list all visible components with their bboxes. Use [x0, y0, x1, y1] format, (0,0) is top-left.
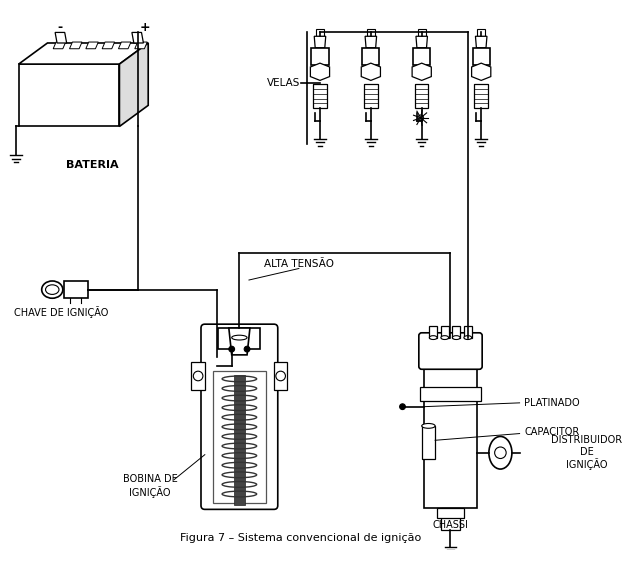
Polygon shape — [311, 63, 329, 80]
Text: +: + — [140, 21, 151, 34]
Circle shape — [399, 404, 406, 410]
Bar — [474, 84, 488, 108]
Text: CHASSI: CHASSI — [432, 519, 468, 530]
Text: BATERIA: BATERIA — [66, 160, 119, 170]
Circle shape — [229, 346, 234, 352]
Ellipse shape — [429, 335, 437, 339]
Polygon shape — [476, 36, 487, 48]
Text: CHAVE DE IGNIÇÃO: CHAVE DE IGNIÇÃO — [14, 306, 108, 318]
FancyBboxPatch shape — [419, 333, 482, 369]
Polygon shape — [19, 64, 119, 126]
Circle shape — [494, 447, 506, 458]
Polygon shape — [412, 63, 431, 80]
Circle shape — [193, 371, 203, 381]
Ellipse shape — [441, 335, 449, 339]
Text: PLATINADO: PLATINADO — [524, 398, 580, 408]
Bar — [313, 84, 327, 108]
FancyBboxPatch shape — [201, 324, 278, 509]
Text: -: - — [58, 21, 63, 34]
Bar — [478, 29, 485, 36]
Polygon shape — [416, 36, 428, 48]
Bar — [472, 48, 490, 65]
Bar — [424, 335, 478, 508]
Polygon shape — [132, 33, 143, 43]
Ellipse shape — [489, 436, 512, 469]
Bar — [452, 326, 460, 338]
Text: CAPACITOR: CAPACITOR — [524, 427, 579, 436]
Text: Figura 7 – Sistema convencional de ignição: Figura 7 – Sistema convencional de igniç… — [180, 533, 421, 543]
Ellipse shape — [464, 335, 472, 339]
Ellipse shape — [42, 281, 62, 298]
Polygon shape — [69, 42, 82, 49]
Text: VELAS: VELAS — [268, 79, 301, 88]
Polygon shape — [472, 63, 491, 80]
Polygon shape — [55, 33, 67, 43]
Bar — [418, 29, 426, 36]
Polygon shape — [119, 43, 148, 126]
Bar — [422, 426, 435, 459]
Polygon shape — [86, 42, 98, 49]
Polygon shape — [135, 42, 148, 49]
Ellipse shape — [46, 285, 59, 295]
Polygon shape — [365, 36, 377, 48]
Bar — [274, 362, 288, 390]
Bar — [191, 362, 205, 390]
Circle shape — [244, 346, 250, 352]
Bar — [213, 371, 266, 503]
Bar — [234, 375, 245, 504]
Polygon shape — [361, 63, 381, 80]
Bar — [364, 84, 378, 108]
Polygon shape — [119, 42, 131, 49]
Bar — [420, 388, 481, 401]
Bar — [441, 326, 449, 338]
Bar — [429, 326, 437, 338]
Text: ALTA TENSÃO: ALTA TENSÃO — [264, 259, 334, 269]
Bar — [415, 84, 428, 108]
Text: DISTRIBUIDOR
DE
IGNIÇÃO: DISTRIBUIDOR DE IGNIÇÃO — [551, 435, 622, 471]
Bar — [367, 29, 374, 36]
Bar — [64, 281, 88, 298]
Ellipse shape — [422, 424, 435, 428]
Polygon shape — [53, 42, 66, 49]
Polygon shape — [314, 36, 326, 48]
Bar — [413, 48, 431, 65]
Bar — [311, 48, 329, 65]
Bar — [441, 508, 460, 530]
Bar — [464, 326, 472, 338]
Circle shape — [418, 115, 424, 121]
Bar — [437, 508, 464, 518]
Bar — [362, 48, 379, 65]
Polygon shape — [19, 43, 148, 64]
Circle shape — [276, 371, 286, 381]
Ellipse shape — [232, 335, 247, 340]
Bar — [316, 29, 324, 36]
Bar — [218, 328, 261, 349]
Text: BOBINA DE
IGNIÇÃO: BOBINA DE IGNIÇÃO — [122, 475, 177, 498]
Polygon shape — [102, 42, 114, 49]
Polygon shape — [229, 328, 250, 355]
Ellipse shape — [452, 335, 460, 339]
